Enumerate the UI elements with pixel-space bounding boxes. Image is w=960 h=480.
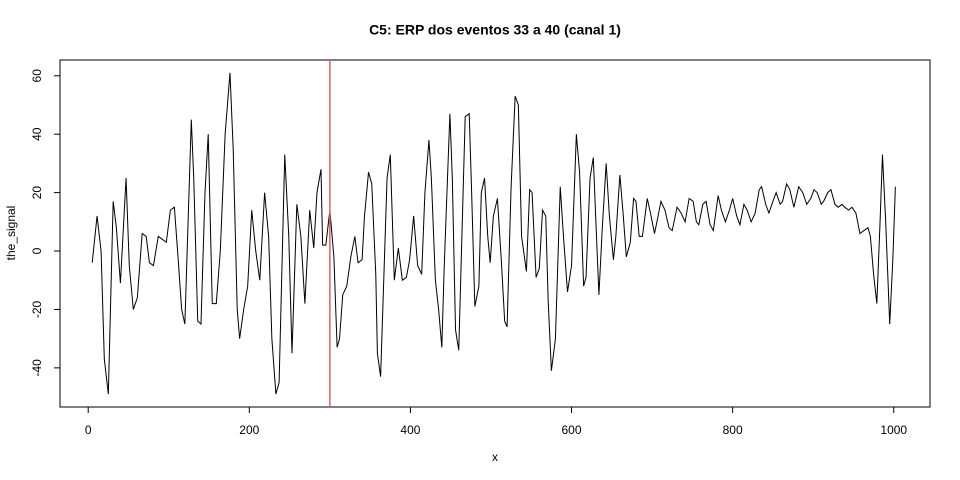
x-tick-label: 0 — [85, 423, 92, 437]
signal-line — [91, 72, 896, 395]
x-tick-label: 200 — [239, 423, 259, 437]
y-tick-label: -40 — [30, 359, 44, 377]
x-axis-label: x — [492, 450, 498, 464]
y-tick-label: 60 — [30, 69, 44, 83]
x-tick-label: 1000 — [880, 423, 907, 437]
plot-box — [59, 59, 931, 408]
y-axis-label: the_signal — [4, 206, 18, 261]
y-tick-label: 0 — [30, 247, 44, 254]
x-tick-label: 600 — [562, 423, 582, 437]
chart-title: C5: ERP dos eventos 33 a 40 (canal 1) — [369, 22, 621, 38]
x-tick-label: 800 — [723, 423, 743, 437]
y-tick-label: 40 — [30, 127, 44, 141]
y-tick-label: -20 — [30, 300, 44, 318]
y-tick-label: 20 — [30, 186, 44, 200]
x-tick-label: 400 — [400, 423, 420, 437]
